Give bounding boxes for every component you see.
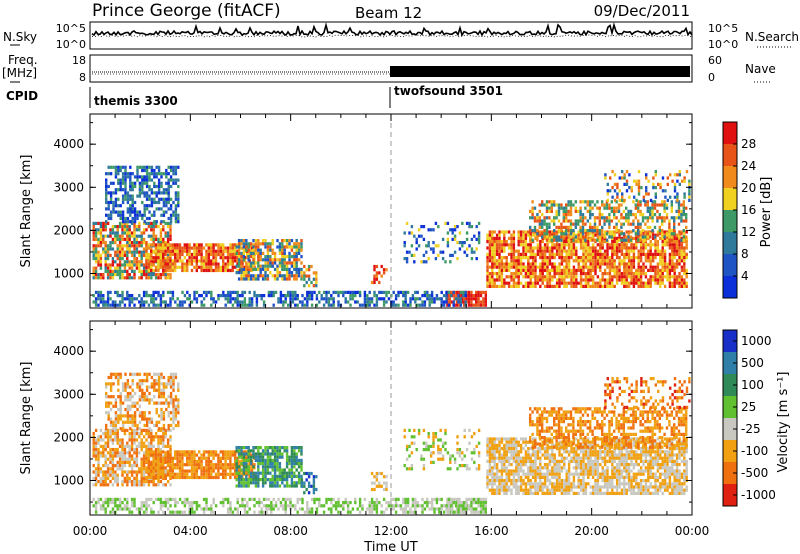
nsky-tick-bottom: 10^0 bbox=[56, 38, 86, 51]
colorbar-tick: 8 bbox=[741, 247, 749, 261]
velocity-panel: 1000 2000 3000 4000 00:00 04:00 08:00 12:00 16:… bbox=[19, 320, 710, 554]
colorbar-segment bbox=[723, 122, 737, 144]
beam-title: Beam 12 bbox=[355, 4, 422, 22]
colorbar-tick: 24 bbox=[741, 159, 756, 173]
colorbar-segment bbox=[723, 374, 737, 396]
nsearch-tick-top: 10^5 bbox=[708, 22, 738, 35]
colorbar-segment bbox=[723, 396, 737, 418]
ytick-label: 3000 bbox=[53, 387, 84, 401]
velocity-colorbar: 1000 500 100 25 -25 -100 -500 -1000 bbox=[722, 329, 776, 507]
colorbar-tick: 500 bbox=[741, 356, 764, 370]
power-panel: 1000 2000 3000 4000 Slant Range [km] bbox=[19, 113, 693, 309]
cpid-mode-themis: themis 3300 bbox=[94, 94, 178, 108]
colorbar-tick: 4 bbox=[741, 269, 749, 283]
colorbar-tick: 28 bbox=[741, 137, 756, 151]
power-data-cells bbox=[92, 165, 691, 307]
colorbar-tick: -500 bbox=[741, 466, 768, 480]
colorbar-tick: -100 bbox=[741, 444, 768, 458]
colorbar-segment bbox=[723, 210, 737, 232]
ytick-label: 4000 bbox=[53, 137, 84, 151]
cpid-row: CPID themis 3300 twofsound 3501 bbox=[6, 84, 503, 108]
freq-label-1: Freq. bbox=[8, 53, 38, 67]
velocity-data-cells bbox=[92, 372, 691, 514]
ytick-label: 4000 bbox=[53, 344, 84, 358]
freq-tick-top: 18 bbox=[72, 54, 86, 67]
colorbar-segment bbox=[723, 418, 737, 440]
ytick-label: 2000 bbox=[53, 223, 84, 237]
cpid-mode-twofsound: twofsound 3501 bbox=[394, 84, 503, 98]
velocity-ylabel: Slant Range [km] bbox=[19, 362, 34, 475]
nsky-tick-top: 10^5 bbox=[56, 22, 86, 35]
xtick-label: 16:00 bbox=[474, 524, 509, 538]
cpid-label: CPID bbox=[6, 89, 38, 103]
xtick-label: 04:00 bbox=[173, 524, 208, 538]
nave-tick-bottom: 0 bbox=[708, 71, 715, 84]
colorbar-segment bbox=[723, 144, 737, 166]
xtick-label: 20:00 bbox=[574, 524, 609, 538]
power-colorbar: 4 8 12 16 20 24 28 bbox=[722, 121, 756, 299]
xtick-label: 00:00 bbox=[675, 524, 710, 538]
nave-block bbox=[390, 66, 690, 77]
colorbar-tick: -1000 bbox=[741, 488, 776, 502]
nave-label: Nave bbox=[745, 62, 776, 76]
nsearch-label: N.Search bbox=[745, 30, 799, 44]
colorbar-tick: 16 bbox=[741, 203, 756, 217]
velocity-colorbar-label: Velocity [m s⁻¹] bbox=[776, 372, 791, 473]
ytick-label: 1000 bbox=[53, 267, 84, 281]
date-title: 09/Dec/2011 bbox=[594, 2, 690, 20]
colorbar-segment bbox=[723, 254, 737, 276]
nsky-label: N.Sky bbox=[3, 30, 37, 44]
frequency-panel: Freq. [MHz] 18 8 60 0 Nave bbox=[2, 53, 776, 84]
colorbar-segment bbox=[723, 330, 737, 352]
colorbar-tick: 25 bbox=[741, 400, 756, 414]
colorbar-tick: -25 bbox=[741, 422, 761, 436]
colorbar-segment bbox=[723, 166, 737, 188]
velocity-xlabel: Time UT bbox=[363, 540, 417, 554]
colorbar-segment bbox=[723, 440, 737, 462]
colorbar-segment bbox=[723, 352, 737, 374]
velocity-y-ticks: 1000 2000 3000 4000 bbox=[53, 329, 692, 503]
freq-label-2: [MHz] bbox=[2, 66, 37, 80]
colorbar-segment bbox=[723, 484, 737, 506]
noise-sky-trace bbox=[91, 22, 693, 37]
power-x-ticks bbox=[89, 114, 693, 308]
colorbar-tick: 1000 bbox=[741, 334, 772, 348]
colorbar-segment bbox=[723, 188, 737, 210]
velocity-x-ticks: 00:00 04:00 08:00 12:00 16:00 20:00 00:00 bbox=[73, 321, 710, 538]
colorbar-tick: 100 bbox=[741, 378, 764, 392]
freq-tick-bottom: 8 bbox=[79, 71, 86, 84]
xtick-label: 08:00 bbox=[273, 524, 308, 538]
colorbar-tick: 20 bbox=[741, 181, 756, 195]
power-y-ticks: 1000 2000 3000 4000 bbox=[53, 122, 692, 296]
power-colorbar-label: Power [dB] bbox=[759, 177, 774, 248]
power-ylabel: Slant Range [km] bbox=[19, 155, 34, 268]
xtick-label: 12:00 bbox=[374, 524, 409, 538]
colorbar-segment bbox=[723, 276, 737, 298]
station-title: Prince George (fitACF) bbox=[92, 1, 281, 21]
ytick-label: 1000 bbox=[53, 474, 84, 488]
colorbar-segment bbox=[723, 232, 737, 254]
xtick-label: 00:00 bbox=[73, 524, 108, 538]
nave-tick-top: 60 bbox=[708, 54, 722, 67]
colorbar-tick: 12 bbox=[741, 225, 756, 239]
noise-panel: N.Sky 10^5 10^0 10^5 10^0 N.Search bbox=[3, 21, 799, 51]
ytick-label: 3000 bbox=[53, 180, 84, 194]
ytick-label: 2000 bbox=[53, 430, 84, 444]
noise-search-trace bbox=[92, 34, 693, 38]
colorbar-segment bbox=[723, 462, 737, 484]
nsearch-tick-bottom: 10^0 bbox=[708, 38, 738, 51]
